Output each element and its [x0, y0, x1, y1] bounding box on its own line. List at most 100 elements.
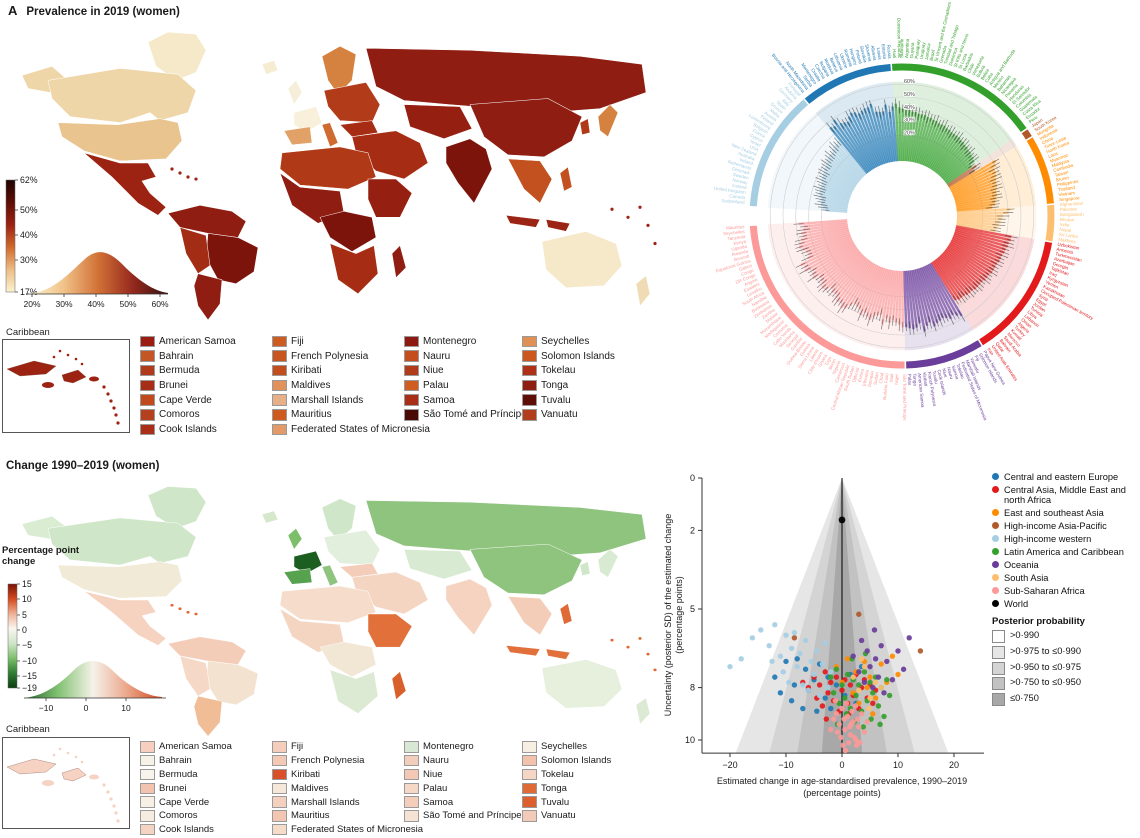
radial-error-bar [831, 292, 841, 303]
radial-error-bar [851, 107, 857, 118]
radial-country-label: Tokelau [955, 363, 965, 380]
radial-error-bar [800, 265, 809, 270]
island-legend-item: Federated States of Micronesia [272, 422, 430, 437]
island-legend-label: Cook Islands [159, 423, 217, 435]
scatter-point [866, 705, 872, 712]
radial-error-bar [941, 119, 949, 132]
radial-error-bar [793, 223, 804, 225]
inset-island-dot [102, 385, 106, 389]
radial-error-bar [847, 302, 853, 310]
radial-error-bar [796, 228, 810, 232]
radial-error-bar [807, 267, 817, 274]
island-legend-column: Montenegro Nauru Niue Palau Samoa São Tomé an… [404, 740, 522, 823]
radial-error-bar [952, 130, 957, 138]
inset-island-jamaica [42, 382, 54, 388]
island-legend-label: Montenegro [423, 335, 477, 347]
radial-country-label: Iceland [732, 183, 748, 190]
radial-country-label: Angola [743, 277, 758, 287]
radial-country-label: Burkina Faso [882, 373, 889, 400]
radial-bar [918, 267, 939, 324]
map-region-usa [57, 118, 183, 162]
radial-bar [902, 109, 908, 162]
radial-error-bar [895, 98, 897, 109]
radial-bar [812, 246, 858, 280]
y-tick-label: 5 [690, 604, 695, 614]
color-swatch [140, 810, 155, 822]
radial-bar [950, 168, 995, 193]
radial-error-bar [845, 111, 853, 123]
scatter-point [895, 671, 901, 678]
radial-error-bar [979, 275, 991, 285]
radial-country-label: Eswatini [743, 281, 760, 293]
radial-country-label: Afghanistan [1059, 201, 1084, 208]
island-dot [626, 645, 630, 649]
radial-bar [891, 106, 899, 162]
map-region-argentina [193, 273, 223, 321]
map-region-east_africa [367, 613, 413, 648]
color-swatch [404, 350, 419, 362]
radial-country-label: Samoa [951, 365, 960, 381]
colorbar-svg: 15 10 5 0 −5 −10 −15 −19 [7, 580, 37, 693]
radial-bar [812, 245, 857, 275]
radial-bar [952, 177, 997, 197]
radial-bar [831, 152, 862, 181]
island-legend-item: Nauru [404, 754, 522, 768]
radial-bar [821, 184, 851, 198]
radial-country-label: Rwanda [731, 248, 749, 257]
color-swatch [272, 335, 287, 348]
scatter-point [822, 640, 828, 646]
map-region-turkey [339, 563, 379, 578]
island-legend-item: Samoa [404, 795, 522, 809]
radial-country-label: Iran [986, 347, 995, 357]
radial-bar [929, 131, 953, 170]
map-region-usa [57, 561, 183, 599]
radial-error-bar [909, 321, 911, 335]
island-legend-label: Kiribati [291, 365, 322, 377]
radial-bar [829, 126, 869, 175]
radial-error-bar [917, 107, 921, 121]
inset-island-dot [114, 811, 118, 815]
scatter-point [783, 632, 789, 638]
radial-error-bar [915, 323, 918, 332]
color-swatch [272, 768, 287, 781]
scatter-point [843, 700, 850, 707]
radial-error-bar [914, 106, 917, 118]
island-legend-label: Tonga [541, 782, 567, 794]
radial-error-bar [989, 176, 1003, 182]
scatter-point [872, 679, 879, 686]
radial-bar [938, 255, 974, 292]
colorbar-gradient [7, 583, 18, 689]
radial-bar [820, 249, 860, 282]
radial-error-bar [950, 310, 956, 320]
radial-country-label: Mali [889, 374, 894, 383]
funnel-legend-label: Central and eastern Europe [1004, 472, 1119, 482]
map-region-iberia [283, 568, 313, 585]
island-legend-column: Seychelles Solomon Islands Tokelau Tonga Tuv… [522, 740, 634, 823]
radial-error-bar [988, 165, 1001, 173]
scatter-point [849, 708, 855, 714]
scatter-point [860, 724, 866, 730]
island-legend-label: Solomon Islands [541, 350, 615, 362]
color-swatch [140, 379, 155, 392]
scatter-point [854, 716, 861, 722]
radial-error-bar [971, 162, 981, 170]
radial-country-label: Thailand [1057, 185, 1075, 193]
colorbar-tick-label: −10 [22, 656, 37, 666]
island-legend-label: São Tomé and Príncipe [423, 409, 527, 421]
scatter-point [878, 661, 884, 667]
radial-error-bar [947, 312, 955, 325]
scatter-point [836, 700, 842, 707]
radial-bar [857, 112, 882, 166]
radial-bar [800, 224, 849, 235]
island-legend-label: Tokelau [541, 768, 574, 780]
radial-axis-label: 50% [904, 92, 915, 98]
radial-country-label: Taiwan [1054, 169, 1069, 177]
radial-bar [932, 260, 961, 301]
scatter-point [833, 711, 840, 717]
island-legend-label: Bermuda [159, 768, 198, 780]
color-swatch [522, 379, 537, 392]
radial-bar [924, 265, 953, 320]
radial-bar [878, 111, 892, 163]
radial-country-label: Somalia [867, 370, 875, 387]
radial-error-bar [828, 145, 837, 154]
